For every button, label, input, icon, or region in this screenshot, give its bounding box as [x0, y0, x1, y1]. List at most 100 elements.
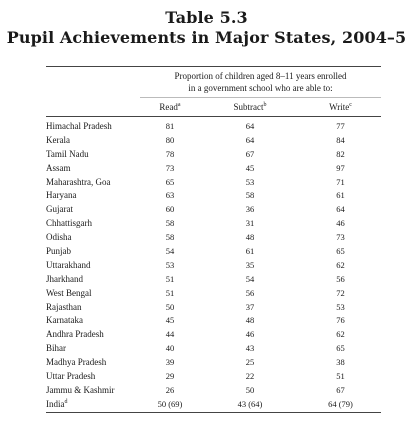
achievements-table: Proportion of children aged 8–11 years e…: [46, 66, 381, 413]
write-value-cell: 56: [336, 273, 345, 284]
write-value-cell: 97: [336, 162, 345, 173]
table-row: Assam 73 45 97: [46, 162, 381, 176]
state-name-cell: Rajasthan: [46, 301, 82, 312]
table-number: Table 5.3: [165, 8, 248, 27]
read-value-cell: 50 (69): [157, 398, 183, 409]
write-value-cell: 65: [336, 343, 345, 354]
write-value-cell: 73: [336, 232, 345, 243]
subtract-value-cell: 64: [245, 134, 255, 145]
read-value-cell: 45: [165, 315, 175, 326]
subtract-value-cell: 45: [245, 162, 255, 173]
column-headers: Reada Subtractb Writec: [46, 98, 381, 116]
write-value-cell: 51: [336, 371, 345, 382]
read-value-cell: 53: [165, 259, 175, 270]
table-row: Punjab 54 61 65: [46, 245, 381, 259]
subtract-value-cell: 25: [245, 357, 255, 368]
column-spanner-heading: Proportion of children aged 8–11 years e…: [140, 67, 381, 97]
state-name-cell: Haryana: [46, 190, 77, 201]
table-body: Himachal Pradesh 81 64 77 Kerala 80 64 84 Tamil …: [46, 117, 381, 412]
spanner-line-1: Proportion of children aged 8–11 years e…: [174, 71, 347, 81]
write-value-cell: 71: [336, 176, 345, 187]
header-rule: [46, 116, 381, 117]
subtract-value-cell: 50: [245, 384, 255, 395]
state-name-cell: Jammu & Kashmir: [46, 384, 115, 395]
read-value-cell: 58: [165, 218, 175, 229]
write-value-cell: 62: [336, 329, 345, 340]
write-value-cell: 84: [336, 134, 345, 145]
state-name-cell: Kerala: [46, 134, 70, 145]
read-value-cell: 44: [165, 329, 175, 340]
subtract-value-cell: 48: [245, 315, 255, 326]
write-value-cell: 62: [336, 259, 345, 270]
subtract-value-cell: 64: [245, 121, 255, 131]
subtract-value-cell: 37: [245, 301, 255, 312]
table-row: Karnataka 45 48 76: [46, 314, 381, 328]
spanner-line-2: in a government school who are able to:: [188, 83, 333, 93]
write-value-cell: 65: [336, 246, 345, 257]
table-row: Himachal Pradesh 81 64 77: [46, 120, 381, 134]
state-name-cell: Uttarakhand: [46, 259, 91, 270]
write-value-cell: 64: [336, 204, 345, 215]
read-value-cell: 40: [165, 343, 175, 354]
table-row: Haryana 63 58 61: [46, 189, 381, 203]
write-column-header: Writec: [329, 102, 352, 112]
subtract-value-cell: 48: [245, 232, 255, 243]
write-value-cell: 64 (79): [328, 398, 353, 409]
write-value-cell: 67: [336, 384, 345, 395]
write-value-cell: 38: [336, 357, 345, 368]
read-column-header: Reada: [159, 102, 181, 112]
subtract-value-cell: 22: [245, 371, 255, 382]
write-value-cell: 76: [336, 315, 345, 326]
state-name-cell: Punjab: [46, 246, 72, 257]
read-value-cell: 51: [165, 287, 175, 298]
subtract-value-cell: 54: [245, 273, 255, 284]
subtract-value-cell: 53: [245, 176, 255, 187]
table-row: Uttar Pradesh 29 22 51: [46, 370, 381, 384]
table-row: Andhra Pradesh 44 46 62: [46, 328, 381, 342]
table-row: Rajasthan 50 37 53: [46, 301, 381, 315]
state-name-cell: Tamil Nadu: [46, 148, 89, 159]
subtract-value-cell: 43 (64): [237, 398, 263, 409]
write-value-cell: 82: [336, 148, 345, 159]
table-title: Table 5.3 Pupil Achievements in Major St…: [0, 8, 413, 48]
state-name-cell: Jharkhand: [46, 273, 83, 284]
table-row: Chhattisgarh 58 31 46: [46, 217, 381, 231]
table-row: Tamil Nadu 78 67 82: [46, 148, 381, 162]
read-value-cell: 60: [165, 204, 175, 215]
bottom-rule: [46, 411, 381, 413]
state-name-cell: Uttar Pradesh: [46, 371, 96, 382]
read-value-cell: 65: [165, 176, 175, 187]
state-name-cell: Bihar: [46, 343, 66, 354]
write-value-cell: 72: [336, 287, 345, 298]
read-value-cell: 73: [165, 162, 175, 173]
read-value-cell: 29: [165, 371, 175, 382]
state-name-cell: Odisha: [46, 232, 72, 243]
read-value-cell: 63: [165, 190, 175, 201]
read-value-cell: 54: [165, 246, 175, 257]
state-name-cell: Chhattisgarh: [46, 218, 92, 229]
state-name-cell: Andhra Pradesh: [46, 329, 104, 340]
read-value-cell: 51: [165, 273, 175, 284]
write-value-cell: 61: [336, 190, 345, 201]
state-name-cell: Indiad: [46, 398, 68, 409]
read-value-cell: 26: [165, 384, 175, 395]
read-value-cell: 80: [165, 134, 175, 145]
read-value-cell: 81: [165, 121, 175, 131]
write-value-cell: 53: [336, 301, 345, 312]
subtract-value-cell: 67: [245, 148, 255, 159]
write-value-cell: 77: [336, 121, 345, 131]
subtract-value-cell: 46: [245, 329, 255, 340]
state-name-cell: Madhya Pradesh: [46, 357, 107, 368]
state-name-cell: Assam: [46, 162, 71, 173]
table-row: Gujarat 60 36 64: [46, 203, 381, 217]
subtract-value-cell: 43: [245, 343, 255, 354]
state-name-cell: Himachal Pradesh: [46, 121, 112, 131]
subtract-value-cell: 58: [245, 190, 255, 201]
table-row: Maharashtra, Goa 65 53 71: [46, 176, 381, 190]
read-value-cell: 78: [165, 148, 175, 159]
subtract-value-cell: 56: [245, 287, 255, 298]
subtract-column-header: Subtractb: [233, 102, 267, 112]
subtract-value-cell: 35: [245, 259, 255, 270]
table-row: Bihar 40 43 65: [46, 342, 381, 356]
table-row: Jharkhand 51 54 56: [46, 273, 381, 287]
